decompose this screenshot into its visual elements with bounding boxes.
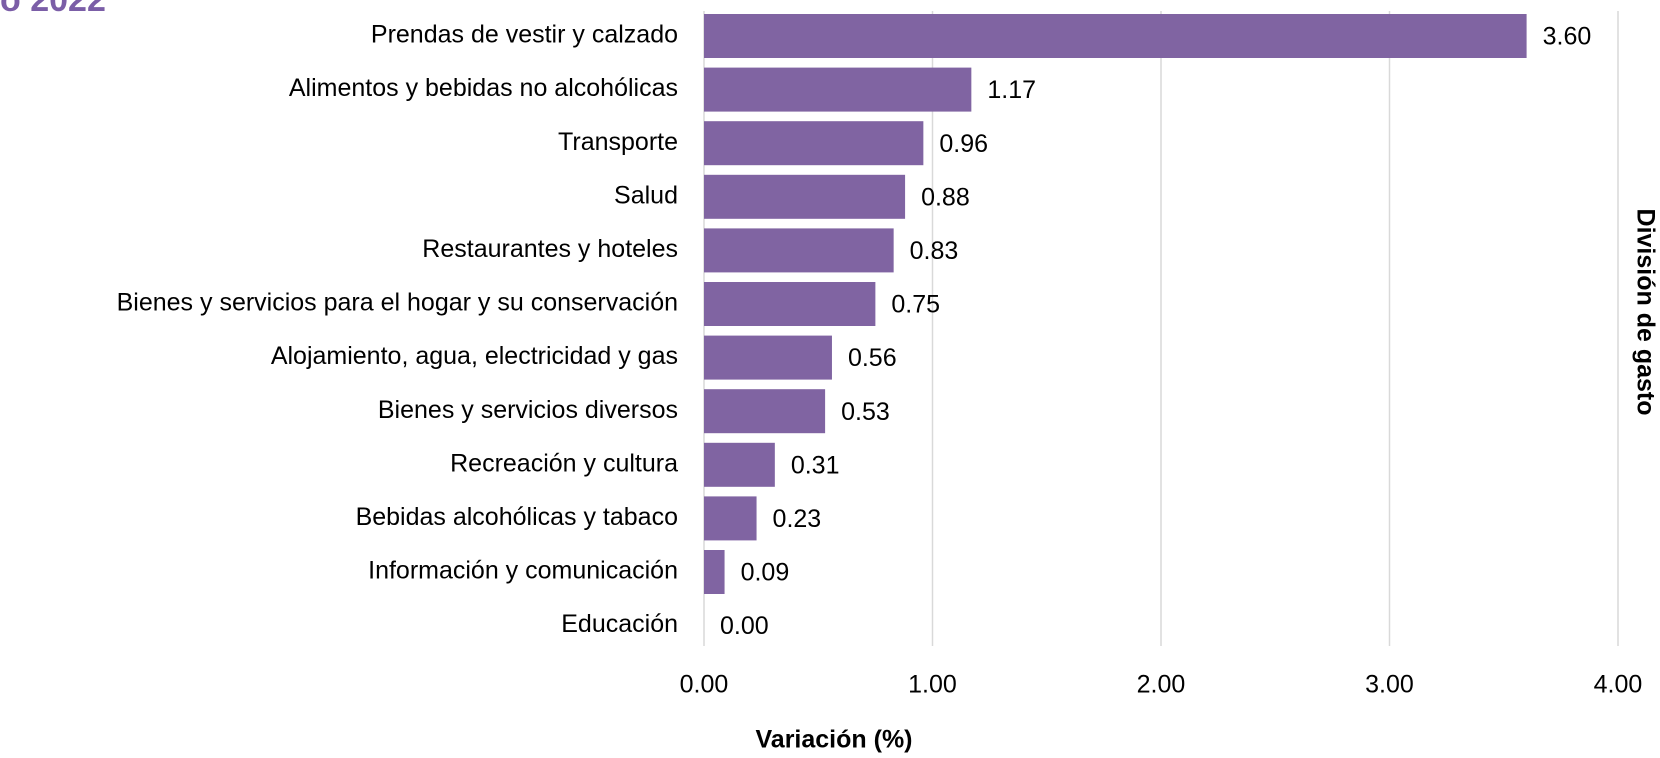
data-label: 0.96 xyxy=(939,130,988,158)
y-axis-label: División de gasto xyxy=(1631,209,1659,416)
bar xyxy=(704,14,1527,58)
x-tick-label: 2.00 xyxy=(1137,671,1186,699)
bar xyxy=(704,228,894,273)
bar xyxy=(704,282,876,326)
bar xyxy=(704,389,826,434)
y-tick-label: Alimentos y bebidas no alcohólicas xyxy=(289,74,678,102)
bar xyxy=(704,121,924,166)
chart-title: o 2022 xyxy=(0,0,106,19)
y-tick-label: Transporte xyxy=(558,128,678,156)
bar xyxy=(704,67,972,112)
bar xyxy=(704,442,775,487)
y-tick-label: Alojamiento, agua, electricidad y gas xyxy=(271,342,678,370)
bar xyxy=(704,174,906,219)
bar xyxy=(704,496,757,541)
data-label: 0.09 xyxy=(741,559,790,587)
data-label: 0.75 xyxy=(891,291,940,319)
y-tick-label: Prendas de vestir y calzado xyxy=(371,21,678,49)
data-label: 1.17 xyxy=(987,76,1036,104)
y-tick-label: Recreación y cultura xyxy=(450,449,678,477)
bar xyxy=(704,550,725,594)
data-label: 0.56 xyxy=(848,344,897,372)
data-label: 0.53 xyxy=(841,398,890,426)
x-tick-label: 4.00 xyxy=(1594,671,1643,699)
data-label: 0.23 xyxy=(773,505,822,533)
y-tick-label: Bebidas alcohólicas y tabaco xyxy=(356,503,678,531)
x-tick-label: 1.00 xyxy=(908,671,957,699)
y-tick-label: Restaurantes y hoteles xyxy=(422,235,678,263)
y-tick-label: Información y comunicación xyxy=(368,557,678,585)
y-tick-label: Bienes y servicios diversos xyxy=(378,396,678,424)
y-tick-label: Educación xyxy=(561,610,678,638)
data-label: 0.00 xyxy=(720,612,769,640)
x-tick-label: 0.00 xyxy=(680,671,729,699)
data-label: 0.83 xyxy=(910,237,959,265)
x-axis-label: Variación (%) xyxy=(756,726,913,754)
x-tick-label: 3.00 xyxy=(1365,671,1414,699)
bar xyxy=(704,335,832,380)
y-tick-label: Bienes y servicios para el hogar y su co… xyxy=(117,289,678,317)
y-tick-label: Salud xyxy=(614,181,678,209)
data-label: 0.88 xyxy=(921,183,970,211)
data-label: 0.31 xyxy=(791,451,840,479)
data-label: 3.60 xyxy=(1543,23,1592,51)
